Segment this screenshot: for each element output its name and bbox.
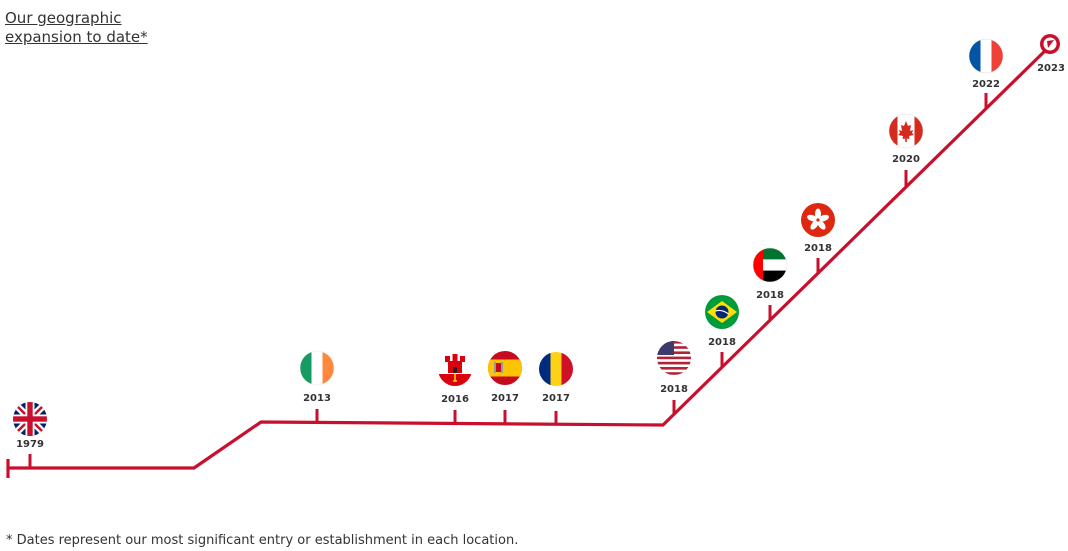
year-label-2018a: 2018	[660, 384, 688, 395]
ireland-flag-icon	[299, 350, 335, 386]
footnote: * Dates represent our most significant e…	[6, 533, 519, 548]
year-label-1979: 1979	[16, 439, 44, 450]
year-label-2013: 2013	[303, 393, 331, 404]
brazil-flag-icon	[705, 295, 739, 329]
arrow-end-icon	[1040, 34, 1060, 54]
timeline-ticks	[28, 93, 988, 468]
usa-flag-icon	[657, 341, 691, 375]
united-kingdom-flag-icon	[13, 402, 47, 436]
romania-flag-icon	[539, 352, 573, 386]
gibraltar-flag-icon	[438, 352, 472, 386]
diagram-title: Our geographic expansion to date*	[5, 9, 148, 47]
year-label-2022: 2022	[972, 79, 1000, 90]
spain-flag-icon	[488, 351, 522, 385]
canada-flag-icon	[888, 113, 924, 149]
year-label-2017a: 2017	[491, 393, 519, 404]
year-label-2018d: 2018	[804, 243, 832, 254]
year-label-2020: 2020	[892, 154, 920, 165]
year-label-2016: 2016	[441, 394, 469, 405]
year-label-2017b: 2017	[542, 393, 570, 404]
year-label-2018c: 2018	[756, 290, 784, 301]
uae-flag-icon	[752, 247, 788, 283]
year-label-2023: 2023	[1037, 63, 1065, 74]
hong-kong-flag-icon	[801, 203, 835, 237]
france-flag-icon	[968, 38, 1004, 74]
year-label-2018b: 2018	[708, 337, 736, 348]
title-line-2: expansion to date*	[5, 28, 148, 46]
timeline-line	[8, 42, 1054, 470]
title-line-1: Our geographic	[5, 9, 122, 27]
